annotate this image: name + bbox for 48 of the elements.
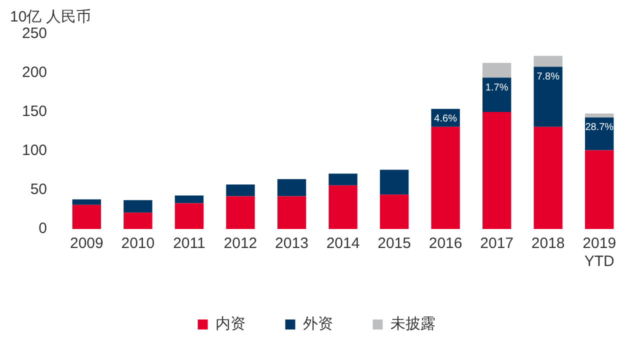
y-tick-label: 0: [38, 220, 48, 238]
bar: [431, 126, 460, 229]
y-tick-label: 250: [22, 25, 48, 42]
bar: [226, 196, 255, 229]
annotation: 7.8%: [536, 72, 560, 83]
x-tick-label: 2019 YTD: [582, 235, 616, 270]
x-tick-label: 2018: [531, 235, 565, 252]
bar: [174, 195, 204, 204]
x-tick-label: 2011: [173, 235, 206, 252]
bar: [124, 200, 152, 213]
bar: [585, 150, 614, 229]
bar: [380, 194, 409, 229]
annotation: 28.7%: [585, 122, 614, 134]
x-tick-label: 2016: [428, 235, 462, 252]
bar: [534, 56, 562, 67]
y-tick-label: 50: [30, 181, 48, 198]
bar: [174, 203, 204, 229]
bar: [328, 174, 358, 186]
x-tick-label: 2012: [224, 235, 258, 252]
bar: [328, 185, 358, 229]
x-tick-label: 2009: [70, 235, 104, 252]
bar: [482, 78, 512, 112]
y-tick-label: 200: [22, 64, 48, 82]
bar: [482, 112, 512, 229]
x-tick-label: 2015: [378, 235, 411, 252]
x-tick-label: 2017: [480, 235, 514, 252]
y-axis-title: 10亿 人民币: [10, 8, 91, 26]
legend-label: 外资: [302, 316, 333, 333]
y-tick-label: 100: [22, 142, 48, 160]
annotation: 1.7%: [485, 82, 508, 94]
bar: [534, 126, 562, 229]
bar: [380, 170, 409, 195]
x-tick-label: 2013: [275, 235, 308, 252]
bar: [124, 212, 152, 229]
x-tick-label: 2010: [121, 235, 155, 252]
bar: [277, 196, 306, 229]
bar: [226, 184, 255, 196]
bar: [585, 114, 614, 118]
bar: [72, 204, 102, 229]
legend-label: 未披露: [390, 316, 436, 333]
x-tick-label: 2014: [326, 235, 360, 252]
bar: [482, 62, 512, 78]
bar: [534, 66, 562, 127]
annotation: 4.6%: [434, 114, 458, 125]
bar: [277, 179, 306, 196]
legend-label: 内资: [215, 316, 246, 333]
y-tick-label: 150: [22, 103, 48, 120]
bar: [72, 199, 102, 205]
